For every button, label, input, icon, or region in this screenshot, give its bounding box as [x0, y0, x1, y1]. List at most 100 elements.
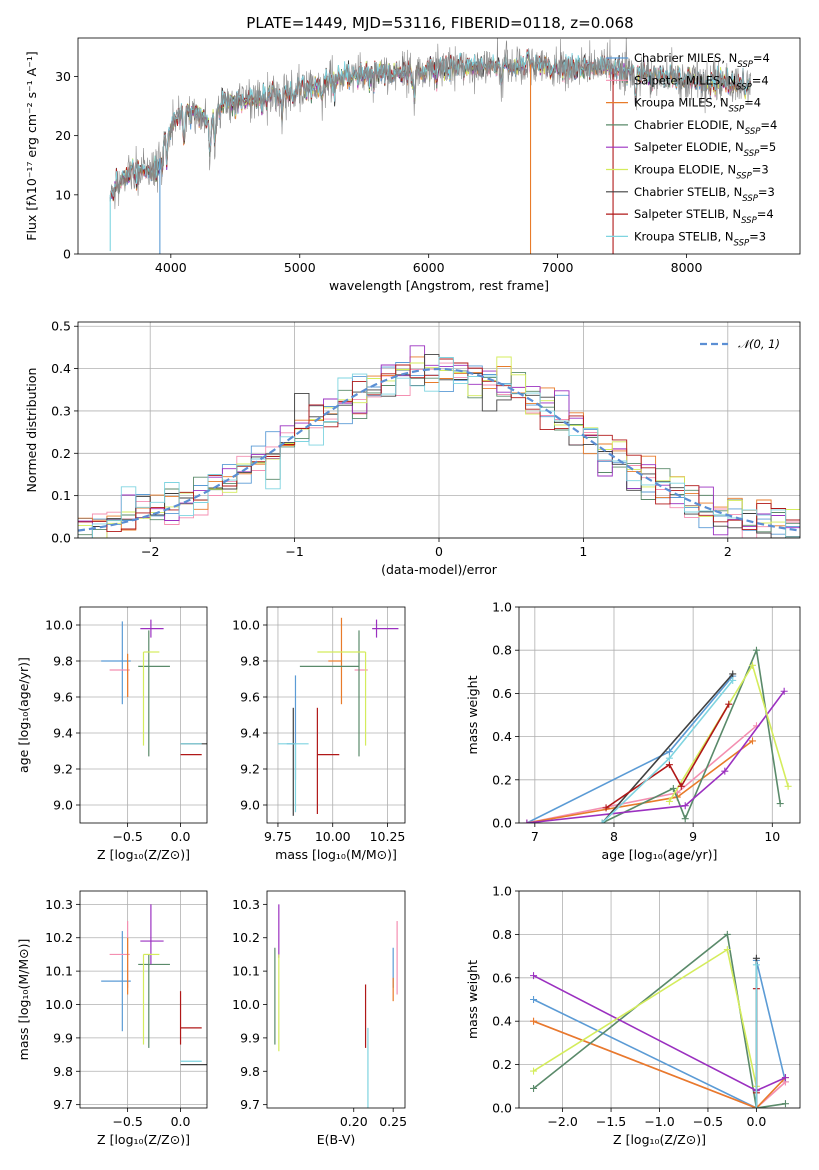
weight-marker	[729, 676, 737, 684]
weight-marker	[749, 661, 757, 669]
x-tick-label: 8	[610, 829, 618, 844]
mass-vs-ebv-panel: 0.20 0.25 9.7 9.8 9.9 10.0 10.1 10.2 10.3 E(B-V)	[232, 890, 407, 1147]
y-tick-label: 10.3	[45, 897, 73, 912]
legend-sub: SSP	[745, 127, 761, 137]
y-tick-label: 20	[55, 128, 71, 143]
x-axis-label: wavelength [Angstrom, rest frame]	[329, 278, 549, 293]
x-tick-label: 2	[724, 544, 732, 559]
plot-area	[277, 617, 399, 816]
legend-text: Salpeter STELIB, N	[634, 207, 741, 221]
y-tick-label: 10.0	[232, 997, 260, 1012]
legend-entry: Kroupa STELIB, NSSP=3	[634, 229, 766, 248]
weight-marker	[523, 819, 531, 823]
weight-marker	[665, 748, 673, 756]
x-tick-label: 0.0	[746, 1114, 766, 1129]
x-tick-label: 5000	[284, 260, 316, 275]
y-tick-label: 0.4	[51, 361, 71, 376]
plot-area	[530, 930, 789, 1108]
mass-vs-metallicity-panel: −0.5 0.0 9.7 9.8 9.9 10.0 10.1 10.2 10.3 Z [log₁₀…	[16, 890, 208, 1147]
weight-marker	[681, 815, 689, 823]
legend-sub: SSP	[744, 149, 760, 159]
y-tick-label: 9.2	[240, 762, 260, 777]
y-tick-label: 10.1	[232, 964, 260, 979]
legend-suffix: =4	[753, 51, 770, 65]
x-axis-label: Z [log₁₀(Z/Z⊙)]	[97, 1132, 190, 1147]
weight-marker	[780, 687, 788, 695]
y-axis-label: mass weight	[465, 675, 480, 754]
legend-entry: Salpeter ELODIE, NSSP=5	[634, 140, 776, 159]
legend-suffix: =4	[752, 73, 769, 87]
y-axis-label: Normed distribution	[24, 368, 39, 493]
figure-title: PLATE=1449, MJD=53116, FIBERID=0118, z=0…	[246, 14, 633, 32]
y-tick-label: 9.7	[240, 1097, 260, 1112]
y-tick-label: 9.4	[53, 726, 73, 741]
weight-marker	[752, 961, 760, 969]
legend-text: Chabrier STELIB, N	[634, 185, 742, 199]
legend-text: Salpeter MILES, N	[634, 73, 736, 87]
plot-area	[78, 345, 800, 538]
y-tick-label: 9.6	[240, 690, 260, 705]
y-tick-label: 9.0	[240, 798, 260, 813]
legend-text: Chabrier MILES, N	[634, 51, 737, 65]
y-tick-label: 10.2	[45, 930, 73, 945]
weight-marker	[669, 784, 677, 792]
age-vs-mass-panel: 9.75 10.00 10.25 9.0 9.2 9.4 9.6 9.8 10.0 mass [l…	[232, 606, 406, 862]
legend-text: Kroupa ELODIE, N	[634, 163, 736, 177]
y-axis-label: Flux [fλ10⁻¹⁷ erg cm⁻² s⁻¹ A⁻¹]	[24, 51, 39, 240]
x-tick-label: 0.0	[171, 829, 191, 844]
legend-sub: SSP	[736, 82, 752, 92]
weight-marker	[665, 797, 673, 805]
plot-area	[274, 904, 398, 1108]
y-tick-label: 9.2	[53, 762, 73, 777]
y-tick-label: 9.6	[53, 690, 73, 705]
weight-line-kroupa-elodie	[533, 948, 758, 1087]
x-tick-label: 9.75	[264, 829, 292, 844]
y-tick-label: 0.4	[492, 1014, 512, 1029]
plot-frame	[77, 37, 801, 255]
x-tick-label: 0.20	[340, 1114, 368, 1129]
x-tick-label: 6000	[413, 260, 445, 275]
y-tick-label: 30	[55, 69, 71, 84]
y-tick-label: 0	[63, 247, 71, 262]
x-axis-label: mass [log₁₀(M/M⊙)]	[275, 847, 397, 862]
weight-marker	[530, 1017, 538, 1025]
plot-frame	[79, 890, 208, 1109]
y-tick-label: 0.0	[492, 816, 512, 831]
x-tick-label: 0.25	[379, 1114, 407, 1129]
x-tick-label: 7000	[542, 260, 574, 275]
x-tick-label: −0.5	[112, 829, 142, 844]
y-tick-label: 9.4	[240, 726, 260, 741]
weight-marker	[530, 1084, 538, 1092]
weight-vs-age-panel: 7 8 9 10 0.0 0.2 0.4 0.6 0.8 1.0 age [log₁₀(age/yr…	[465, 600, 801, 862]
legend-sub: SSP	[734, 238, 750, 248]
plot-area	[109, 38, 752, 254]
plot-frame	[77, 321, 801, 539]
y-tick-label: 0.2	[51, 446, 71, 461]
legend-entry: 𝒩(0, 1)	[738, 337, 780, 351]
legend-suffix: =3	[749, 229, 766, 243]
y-tick-label: 10.0	[232, 618, 260, 633]
plot-area	[101, 619, 207, 757]
y-axis-label: age [log₁₀(age/yr)]	[16, 657, 31, 773]
y-tick-label: 0.0	[51, 531, 71, 546]
x-tick-label: 8000	[671, 260, 703, 275]
y-tick-label: 0.6	[492, 970, 512, 985]
plot-frame	[518, 890, 801, 1109]
normal-curve	[78, 367, 800, 532]
plot-frame	[266, 606, 406, 824]
y-tick-label: 9.9	[53, 1030, 73, 1045]
legend-sub: SSP	[729, 105, 745, 115]
x-tick-label: −2.0	[547, 1114, 577, 1129]
legend-text: Salpeter ELODIE, N	[634, 140, 744, 154]
y-tick-label: 0.2	[492, 1057, 512, 1072]
legend-entry: Chabrier MILES, NSSP=4	[634, 51, 770, 70]
y-tick-label: 0.0	[492, 1101, 512, 1116]
x-axis-label: E(B-V)	[317, 1132, 356, 1147]
weight-marker	[781, 1074, 789, 1082]
weight-marker	[665, 761, 673, 769]
x-tick-label: 7	[531, 829, 539, 844]
weight-marker	[723, 930, 731, 938]
legend-suffix: =4	[744, 96, 761, 110]
